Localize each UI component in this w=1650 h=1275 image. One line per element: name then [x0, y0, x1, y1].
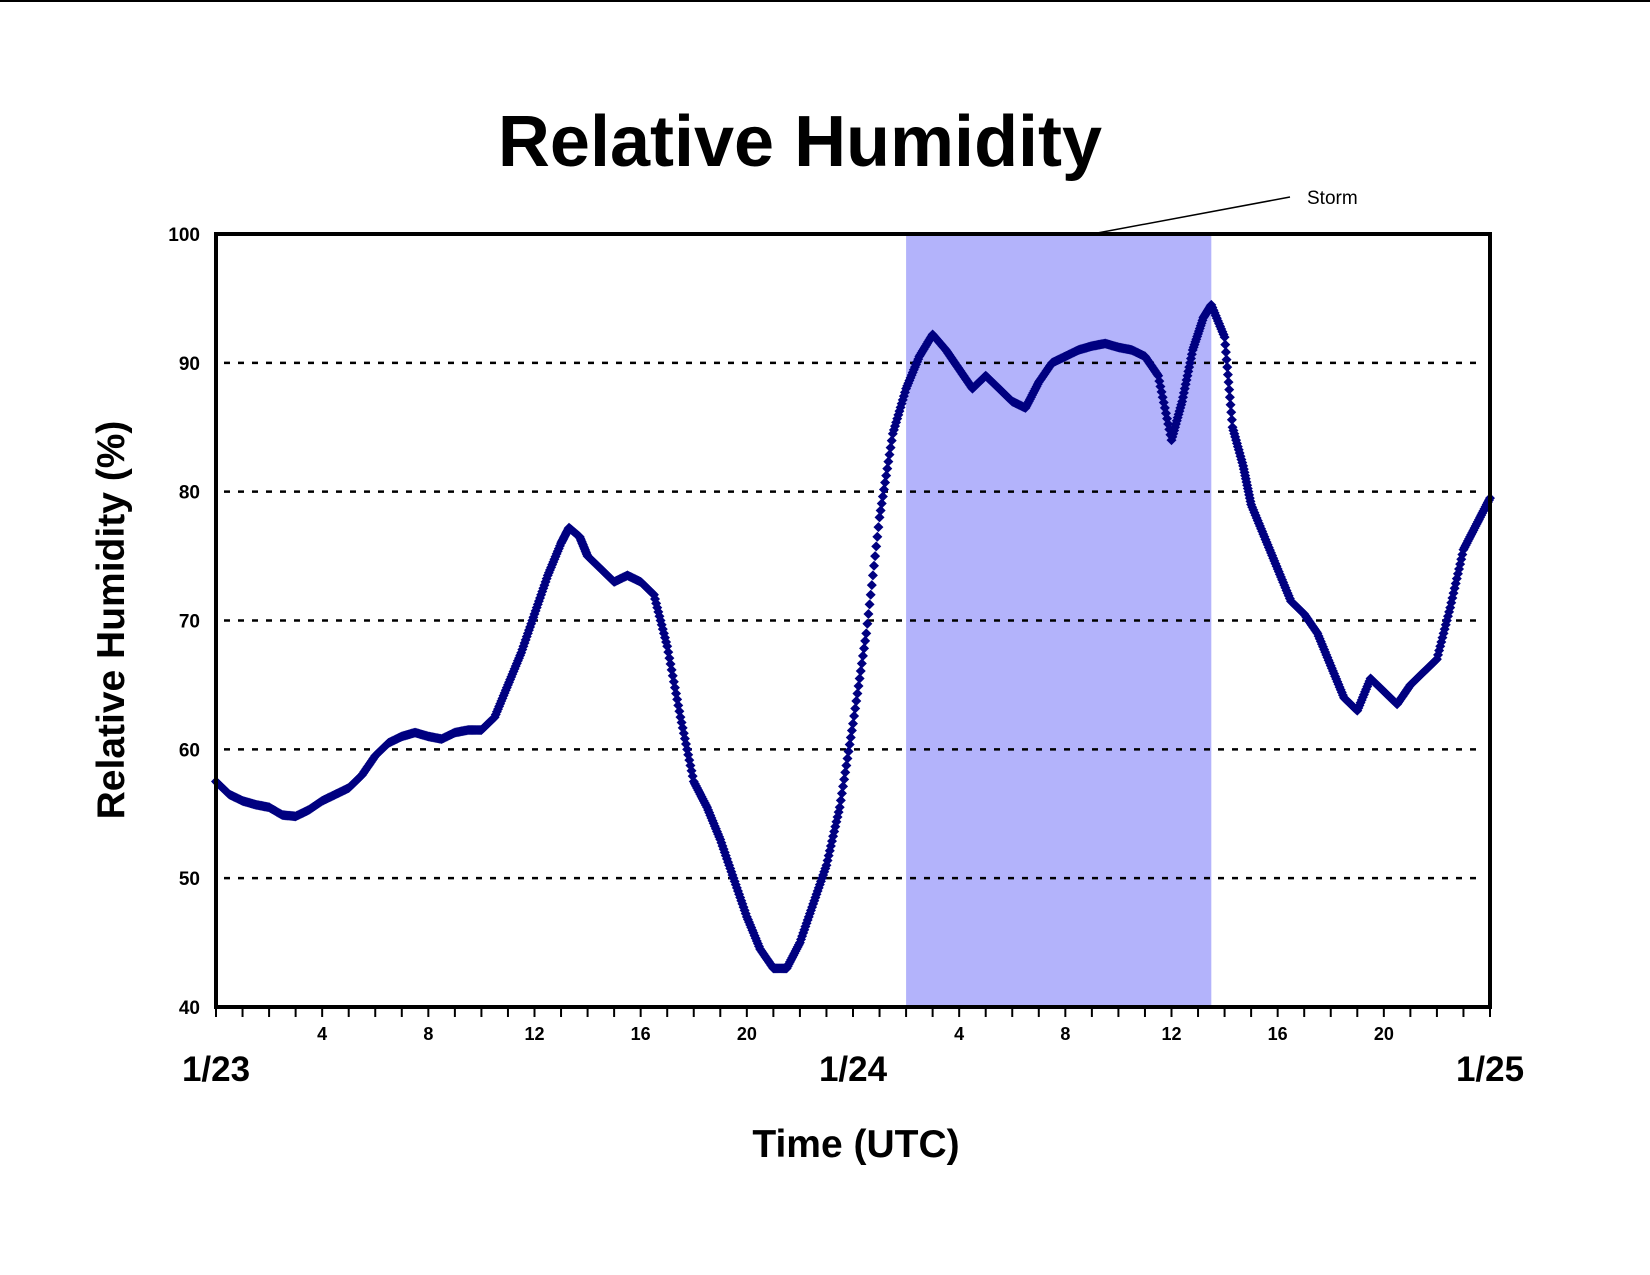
data-point [1222, 362, 1233, 373]
data-point [863, 609, 874, 620]
y-axis-label: Relative Humidity (%) [90, 421, 133, 820]
data-point [852, 688, 863, 699]
tick-label-layer: 40 50 60 70 80 90 100 4 8 12 16 20 4 8 12 16 20 1/23 1/24 1… [168, 225, 1524, 1089]
data-point [859, 643, 870, 654]
gridline-layer [224, 361, 1482, 880]
x-tick-label: 12 [1161, 1024, 1181, 1044]
data-point [860, 635, 871, 646]
data-point [861, 628, 872, 639]
data-point [866, 580, 877, 591]
data-point [1225, 399, 1236, 410]
data-point [869, 560, 880, 571]
data-point [1223, 377, 1234, 388]
data-point [885, 442, 896, 453]
data-point [873, 522, 884, 533]
data-point [1221, 354, 1232, 365]
date-label: 1/24 [819, 1050, 888, 1089]
data-point [865, 589, 876, 600]
data-point [1219, 332, 1230, 343]
x-tick-label: 4 [317, 1024, 327, 1044]
data-point [834, 802, 845, 813]
storm-annotation-leader [1091, 196, 1291, 235]
data-point [877, 491, 888, 502]
data-point [856, 658, 867, 669]
data-point [845, 732, 856, 743]
y-tick-label: 100 [168, 225, 200, 246]
data-point [867, 570, 878, 581]
tick-layer [215, 1007, 1491, 1017]
data-point [857, 650, 868, 661]
y-tick-label: 60 [179, 740, 200, 761]
data-point [848, 718, 858, 729]
data-point [862, 618, 873, 629]
x-tick-label: 20 [1374, 1024, 1394, 1044]
data-point [884, 449, 895, 460]
data-point [849, 711, 860, 722]
storm-annotation: Storm [1307, 188, 1358, 209]
x-tick-label: 16 [1268, 1024, 1288, 1044]
date-label: 1/23 [182, 1050, 250, 1089]
data-point [843, 746, 854, 757]
data-point [878, 484, 889, 495]
data-point [842, 753, 853, 764]
y-tick-label: 90 [179, 354, 200, 375]
data-point [854, 673, 865, 684]
data-point [1224, 392, 1235, 403]
data-point [855, 665, 866, 676]
data-point [853, 680, 864, 691]
x-tick-label: 16 [631, 1024, 651, 1044]
y-tick-label: 40 [179, 998, 200, 1019]
y-tick-label: 70 [179, 612, 200, 633]
x-tick-label: 20 [737, 1024, 757, 1044]
data-points-layer [211, 299, 1495, 974]
data-point [850, 703, 861, 714]
data-point [875, 505, 886, 516]
top-rule [0, 0, 1650, 2]
data-point [851, 696, 862, 707]
data-point [846, 725, 857, 736]
data-point [880, 477, 891, 488]
data-point [1222, 369, 1233, 380]
data-point [1220, 339, 1231, 350]
x-axis-label: Time (UTC) [752, 1123, 959, 1166]
x-tick-label: 4 [954, 1024, 964, 1044]
data-point [886, 435, 897, 446]
data-point [872, 531, 883, 542]
data-point [836, 788, 847, 799]
chart-title: Relative Humidity [498, 102, 1102, 182]
data-point [876, 498, 887, 509]
data-point [835, 795, 846, 806]
data-point [882, 463, 893, 474]
data-point [839, 774, 850, 785]
x-tick-label: 8 [423, 1024, 433, 1044]
data-point [874, 512, 885, 523]
x-tick-label: 12 [524, 1024, 544, 1044]
y-tick-label: 50 [179, 869, 200, 890]
data-point [844, 739, 855, 750]
data-point [841, 760, 852, 771]
data-point [840, 767, 851, 778]
data-point [1224, 384, 1235, 395]
x-tick-label: 8 [1060, 1024, 1070, 1044]
data-point [864, 599, 875, 610]
y-tick-label: 80 [179, 483, 200, 504]
data-point [838, 781, 849, 792]
data-point [1226, 414, 1237, 425]
data-point [881, 470, 892, 481]
data-point [1226, 407, 1237, 418]
data-point [871, 541, 882, 552]
data-point [1220, 347, 1231, 358]
date-label: 1/25 [1456, 1050, 1524, 1089]
data-point [883, 456, 894, 467]
data-point [870, 551, 881, 562]
